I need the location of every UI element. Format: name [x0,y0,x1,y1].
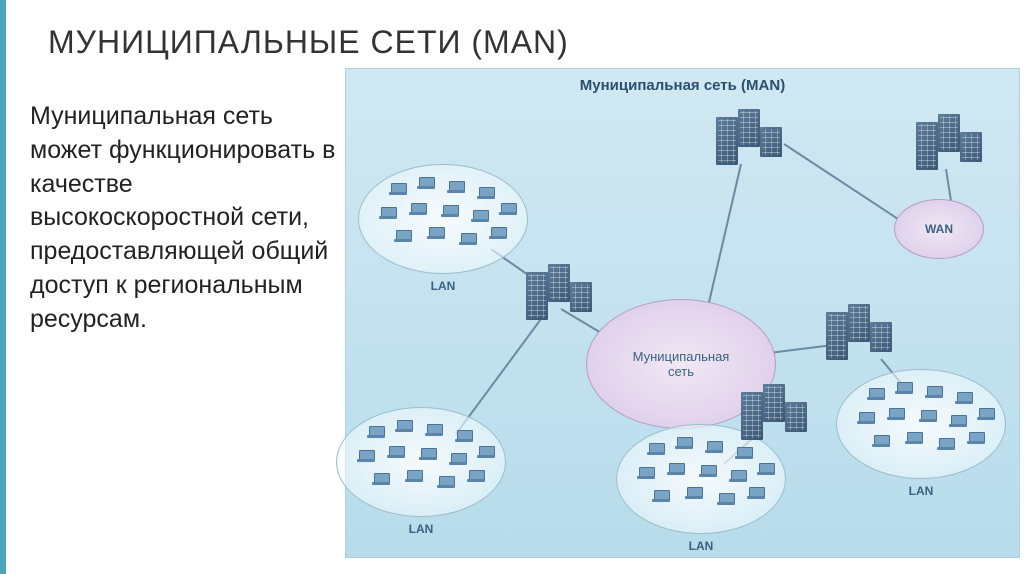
laptop-icon [919,410,937,422]
laptop-icon [729,470,747,482]
laptop-icon [857,412,875,424]
laptop-icon [637,467,655,479]
laptop-icon [925,386,943,398]
connection-line [946,169,951,201]
laptop-icon [379,207,397,219]
laptop-icon [467,470,485,482]
connection-line [784,144,898,219]
laptop-icon [471,210,489,222]
lan-label: LAN [409,522,434,536]
building-icon [760,127,782,157]
diagram-title: Муниципальная сеть (MAN) [580,77,785,94]
laptop-icon [367,426,385,438]
lan-cluster: LAN [836,369,1006,479]
laptop-icon [717,493,735,505]
laptop-icon [357,450,375,462]
lan-cluster: LAN [358,164,528,274]
building-icon [763,384,785,422]
laptop-icon [405,470,423,482]
laptop-icon [447,181,465,193]
laptop-icon [489,227,507,239]
laptop-icon [685,487,703,499]
building-icon [785,402,807,432]
laptop-icon [675,437,693,449]
laptop-icon [372,473,390,485]
wan-node-label: WAN [925,222,953,236]
laptop-icon [895,382,913,394]
center-node-label: Муниципальная сеть [633,349,730,379]
laptop-icon [735,447,753,459]
accent-bar [0,0,6,574]
building-icon [548,264,570,302]
laptop-icon [757,463,775,475]
building-icon [570,282,592,312]
laptop-icon [477,187,495,199]
building-icon [848,304,870,342]
laptop-icon [455,430,473,442]
laptop-icon [667,463,685,475]
lan-label: LAN [909,484,934,498]
diagram-area: Муниципальная сеть (MAN) Муниципальная с… [345,68,1020,558]
laptop-icon [652,490,670,502]
building-cluster [916,114,986,169]
laptop-icon [705,441,723,453]
slide-title: МУНИЦИПАЛЬНЫЕ СЕТИ (MAN) [48,24,569,61]
lan-cluster: LAN [336,407,506,517]
laptop-icon [747,487,765,499]
laptop-icon [937,438,955,450]
lan-label: LAN [689,539,714,553]
laptop-icon [437,476,455,488]
building-icon [960,132,982,162]
laptop-icon [449,453,467,465]
laptop-icon [647,443,665,455]
building-cluster [741,384,811,439]
laptop-icon [699,465,717,477]
building-icon [916,122,938,170]
laptop-icon [409,203,427,215]
laptop-icon [427,227,445,239]
building-cluster [526,264,596,319]
building-icon [738,109,760,147]
laptop-icon [977,408,995,420]
building-icon [741,392,763,440]
laptop-icon [387,446,405,458]
laptop-icon [419,448,437,460]
laptop-icon [477,446,495,458]
laptop-icon [887,408,905,420]
connection-line [704,164,741,324]
laptop-icon [389,183,407,195]
laptop-icon [425,424,443,436]
laptop-icon [905,432,923,444]
laptop-icon [872,435,890,447]
wan-node: WAN [894,199,984,259]
laptop-icon [867,388,885,400]
laptop-icon [395,420,413,432]
building-cluster [826,304,896,359]
building-cluster [716,109,786,164]
building-icon [526,272,548,320]
building-icon [938,114,960,152]
slide-body-text: Муниципальная сеть может функционировать… [30,100,340,336]
laptop-icon [499,203,517,215]
laptop-icon [949,415,967,427]
laptop-icon [967,432,985,444]
laptop-icon [441,205,459,217]
laptop-icon [459,233,477,245]
laptop-icon [394,230,412,242]
laptop-icon [417,177,435,189]
lan-cluster: LAN [616,424,786,534]
building-icon [870,322,892,352]
laptop-icon [955,392,973,404]
lan-label: LAN [431,279,456,293]
building-icon [826,312,848,360]
building-icon [716,117,738,165]
